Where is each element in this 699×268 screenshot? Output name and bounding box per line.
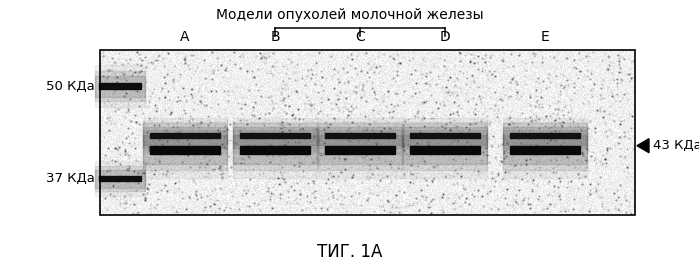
- Bar: [143, 123, 227, 148]
- Bar: [410, 146, 480, 154]
- Text: 50 КДа: 50 КДа: [46, 80, 95, 93]
- Bar: [95, 161, 145, 196]
- Bar: [503, 122, 587, 178]
- Bar: [95, 71, 145, 101]
- Bar: [233, 118, 317, 153]
- Bar: [95, 76, 145, 97]
- Bar: [510, 133, 580, 138]
- Text: A: A: [180, 30, 189, 44]
- Bar: [143, 122, 227, 178]
- Bar: [233, 135, 317, 164]
- Bar: [403, 123, 487, 148]
- Bar: [100, 50, 635, 215]
- Polygon shape: [637, 139, 649, 153]
- Bar: [318, 130, 402, 170]
- Bar: [318, 123, 402, 148]
- Bar: [325, 146, 395, 154]
- Text: B: B: [271, 30, 280, 44]
- Bar: [318, 127, 402, 145]
- Bar: [510, 146, 580, 154]
- Bar: [143, 127, 227, 145]
- Bar: [325, 133, 395, 138]
- Text: D: D: [440, 30, 450, 44]
- Bar: [150, 146, 220, 154]
- Bar: [403, 135, 487, 164]
- Bar: [95, 65, 145, 107]
- Bar: [240, 133, 310, 138]
- Text: E: E: [540, 30, 549, 44]
- Text: 43 КДа: 43 КДа: [653, 139, 699, 152]
- Bar: [503, 130, 587, 170]
- Bar: [403, 130, 487, 170]
- Bar: [95, 170, 145, 188]
- Text: Модели опухолей молочной железы: Модели опухолей молочной железы: [216, 8, 484, 22]
- Bar: [403, 118, 487, 153]
- Bar: [403, 122, 487, 178]
- Text: 37 КДа: 37 КДа: [46, 172, 95, 185]
- Bar: [503, 127, 587, 145]
- Bar: [233, 122, 317, 178]
- Bar: [143, 130, 227, 170]
- Bar: [318, 118, 402, 153]
- Bar: [99, 176, 141, 181]
- Bar: [233, 130, 317, 170]
- Bar: [503, 118, 587, 153]
- Bar: [95, 166, 145, 191]
- Bar: [99, 83, 141, 89]
- Text: C: C: [355, 30, 365, 44]
- Bar: [240, 146, 310, 154]
- Bar: [318, 122, 402, 178]
- Text: ΤИГ. 1А: ΤИГ. 1А: [317, 243, 382, 261]
- Bar: [150, 133, 220, 138]
- Bar: [503, 123, 587, 148]
- Bar: [318, 135, 402, 164]
- Bar: [503, 135, 587, 164]
- Bar: [143, 135, 227, 164]
- Bar: [233, 127, 317, 145]
- Bar: [143, 118, 227, 153]
- Bar: [410, 133, 480, 138]
- Bar: [233, 123, 317, 148]
- Bar: [403, 127, 487, 145]
